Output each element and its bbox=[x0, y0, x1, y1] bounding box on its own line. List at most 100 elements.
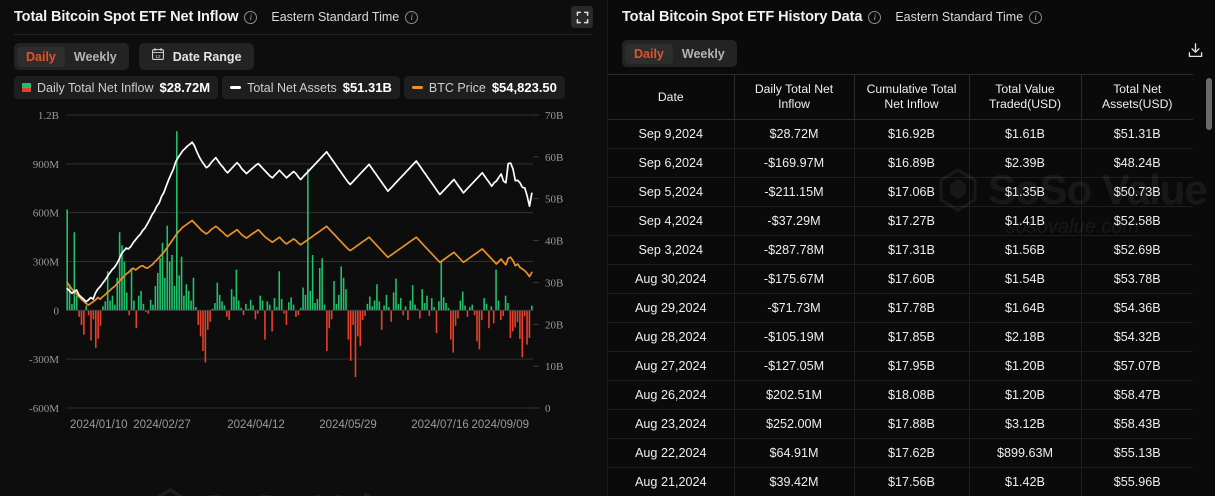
table-row[interactable]: Aug 22,2024 $64.91M $17.62B $899.63M $55.13B bbox=[608, 438, 1193, 468]
table-cell-date: Sep 4,2024 bbox=[608, 206, 735, 236]
table-header-cell-2: Cumulative Total Net Inflow bbox=[854, 74, 970, 120]
chart-legend: Daily Total Net Inflow $28.72M Total Net… bbox=[0, 70, 607, 99]
sosovalue-logo-icon bbox=[156, 488, 184, 496]
table-cell-traded: $899.63M bbox=[969, 438, 1082, 468]
tab-weekly[interactable]: Weekly bbox=[73, 49, 117, 64]
legend-label: BTC Price bbox=[428, 80, 486, 95]
chart-controls: Daily Weekly 12 Date Range bbox=[0, 35, 607, 70]
table-cell-date: Aug 29,2024 bbox=[608, 293, 735, 323]
svg-text:12: 12 bbox=[155, 54, 161, 59]
table-cell-assets: $57.07B bbox=[1081, 351, 1193, 381]
table-cell-traded: $2.18B bbox=[969, 322, 1082, 352]
date-range-button[interactable]: 12 Date Range bbox=[138, 43, 254, 70]
legend-item-total-net-assets[interactable]: Total Net Assets $51.31B bbox=[222, 76, 400, 99]
history-data-panel: Total Bitcoin Spot ETF History Data i Ea… bbox=[608, 0, 1215, 496]
svg-text:2024/05/29: 2024/05/29 bbox=[319, 419, 377, 431]
table-row[interactable]: Sep 9,2024 $28.72M $16.92B $1.61B $51.31B bbox=[608, 119, 1193, 149]
table-cell-daily: $64.91M bbox=[734, 438, 855, 468]
table-row[interactable]: Aug 28,2024 -$105.19M $17.85B $2.18B $54.32B bbox=[608, 322, 1193, 352]
header-divider bbox=[14, 34, 593, 35]
table-cell-daily: $39.42M bbox=[734, 467, 855, 496]
watermark-title: SoSo Value bbox=[200, 489, 420, 496]
page-title: Total Bitcoin Spot ETF Net Inflow bbox=[14, 9, 239, 25]
download-icon[interactable] bbox=[1183, 38, 1207, 62]
table-row[interactable]: Sep 4,2024 -$37.29M $17.27B $1.41B $52.58B bbox=[608, 206, 1193, 236]
table-cell-traded: $3.12B bbox=[969, 409, 1082, 439]
table-cell-cumulative: $17.56B bbox=[854, 467, 970, 496]
table-cell-traded: $1.61B bbox=[969, 119, 1082, 149]
table-header-cell-3: Total Value Traded(USD) bbox=[969, 74, 1082, 120]
fullscreen-icon[interactable] bbox=[571, 6, 593, 28]
chart-canvas[interactable]: SoSo Value sosovalue.com 1.2B 900M 600M 300… bbox=[0, 103, 608, 496]
table-row[interactable]: Aug 23,2024 $252.00M $17.88B $3.12B $58.43B bbox=[608, 409, 1193, 439]
svg-text:0: 0 bbox=[54, 305, 60, 317]
svg-text:2024/04/12: 2024/04/12 bbox=[227, 419, 285, 431]
split-swatch-icon bbox=[22, 83, 31, 92]
table-cell-traded: $1.64B bbox=[969, 293, 1082, 323]
tab-daily[interactable]: Daily bbox=[625, 43, 673, 64]
table-cell-daily: $202.51M bbox=[734, 380, 855, 410]
svg-text:70B: 70B bbox=[545, 110, 563, 122]
table-cell-cumulative: $17.85B bbox=[854, 322, 970, 352]
info-icon[interactable]: i bbox=[868, 10, 882, 24]
legend-item-btc-price[interactable]: BTC Price $54,823.50 bbox=[403, 76, 565, 99]
svg-text:20B: 20B bbox=[545, 319, 563, 331]
table-row[interactable]: Aug 30,2024 -$175.67M $17.60B $1.54B $53.78B bbox=[608, 264, 1193, 294]
table-cell-assets: $54.36B bbox=[1081, 293, 1193, 323]
period-toggle: Daily Weekly bbox=[14, 43, 129, 70]
table-row[interactable]: Aug 21,2024 $39.42M $17.56B $1.42B $55.96B bbox=[608, 467, 1193, 496]
table-cell-daily: -$37.29M bbox=[734, 206, 855, 236]
chart-watermark: SoSo Value sosovalue.com bbox=[150, 488, 420, 496]
svg-text:60B: 60B bbox=[545, 152, 563, 164]
table-cell-cumulative: $18.08B bbox=[854, 380, 970, 410]
table-cell-assets: $55.96B bbox=[1081, 467, 1193, 496]
timezone-label: Eastern Standard Time bbox=[271, 10, 400, 24]
table-cell-assets: $52.58B bbox=[1081, 206, 1193, 236]
info-icon[interactable]: i bbox=[244, 10, 258, 24]
legend-value: $54,823.50 bbox=[491, 80, 557, 95]
table-cell-cumulative: $17.78B bbox=[854, 293, 970, 323]
table-row[interactable]: Sep 5,2024 -$211.15M $17.06B $1.35B $50.73B bbox=[608, 177, 1193, 207]
date-range-label: Date Range bbox=[172, 49, 242, 64]
table-cell-traded: $1.42B bbox=[969, 467, 1082, 496]
table-cell-date: Aug 30,2024 bbox=[608, 264, 735, 294]
table-cell-cumulative: $17.60B bbox=[854, 264, 970, 294]
svg-text:40B: 40B bbox=[545, 236, 563, 248]
table-cell-daily: -$211.15M bbox=[734, 177, 855, 207]
table-cell-daily: -$127.05M bbox=[734, 351, 855, 381]
svg-text:2024/09/09: 2024/09/09 bbox=[471, 419, 529, 431]
table-cell-traded: $1.35B bbox=[969, 177, 1082, 207]
table-cell-date: Sep 9,2024 bbox=[608, 119, 735, 149]
table-cell-assets: $52.69B bbox=[1081, 235, 1193, 265]
timezone-info-icon[interactable]: i bbox=[405, 10, 419, 24]
legend-label: Total Net Assets bbox=[247, 80, 337, 95]
table-row[interactable]: Aug 27,2024 -$127.05M $17.95B $1.20B $57.07B bbox=[608, 351, 1193, 381]
table-row[interactable]: Sep 6,2024 -$169.97M $16.89B $2.39B $48.24B bbox=[608, 148, 1193, 178]
calendar-icon: 12 bbox=[151, 47, 165, 66]
table-cell-assets: $53.78B bbox=[1081, 264, 1193, 294]
table-cell-traded: $1.41B bbox=[969, 206, 1082, 236]
table-row[interactable]: Aug 26,2024 $202.51M $18.08B $1.20B $58.47B bbox=[608, 380, 1193, 410]
timezone-info-icon[interactable]: i bbox=[1029, 10, 1043, 24]
svg-text:1.2B: 1.2B bbox=[38, 110, 59, 122]
table-cell-cumulative: $16.89B bbox=[854, 148, 970, 178]
svg-text:-300M: -300M bbox=[29, 354, 59, 366]
table-scrollbar[interactable] bbox=[1206, 78, 1212, 488]
chart-panel-header: Total Bitcoin Spot ETF Net Inflow i East… bbox=[0, 0, 607, 34]
table-cell-cumulative: $17.06B bbox=[854, 177, 970, 207]
table-cell-daily: -$169.97M bbox=[734, 148, 855, 178]
table-cell-daily: $252.00M bbox=[734, 409, 855, 439]
table-row[interactable]: Aug 29,2024 -$71.73M $17.78B $1.64B $54.36B bbox=[608, 293, 1193, 323]
table-cell-cumulative: $17.27B bbox=[854, 206, 970, 236]
legend-item-daily-net-inflow[interactable]: Daily Total Net Inflow $28.72M bbox=[14, 76, 219, 99]
table-cell-traded: $1.56B bbox=[969, 235, 1082, 265]
svg-text:30B: 30B bbox=[545, 277, 563, 289]
table-scrollbar-thumb[interactable] bbox=[1206, 78, 1212, 130]
line-swatch-icon bbox=[230, 86, 242, 89]
table-row[interactable]: Sep 3,2024 -$287.78M $17.31B $1.56B $52.69B bbox=[608, 235, 1193, 265]
svg-text:300M: 300M bbox=[33, 257, 60, 269]
tab-weekly[interactable]: Weekly bbox=[681, 46, 725, 61]
table-cell-date: Aug 26,2024 bbox=[608, 380, 735, 410]
svg-text:50B: 50B bbox=[545, 194, 563, 206]
tab-daily[interactable]: Daily bbox=[17, 46, 65, 67]
